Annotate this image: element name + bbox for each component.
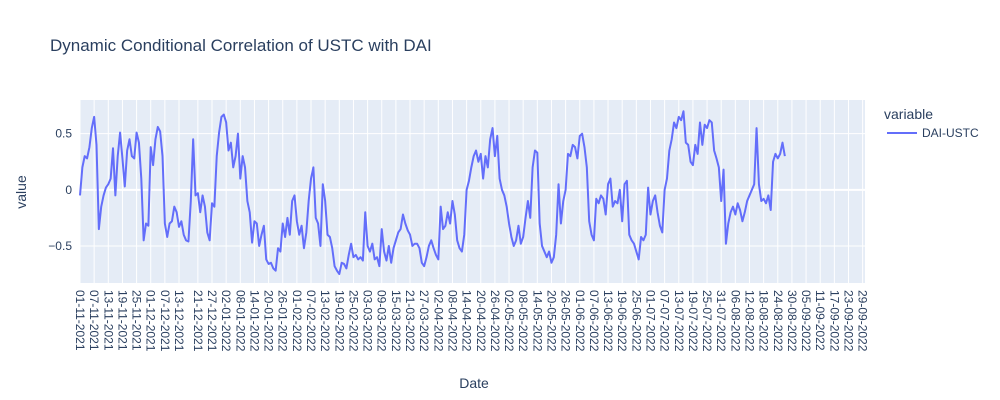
x-tick-label: 17-09-2022 [827, 290, 841, 352]
x-tick-label: 13-07-2022 [672, 290, 686, 352]
x-tick-label: 26-05-2022 [559, 290, 573, 352]
x-axis-title: Date [459, 375, 489, 391]
x-tick-label: 19-06-2022 [615, 290, 629, 352]
x-tick-label: 20-05-2022 [544, 290, 558, 352]
y-tick-labels: 0.5 0 −0.5 [48, 127, 72, 253]
y-tick-label: −0.5 [48, 239, 72, 253]
plot-area [80, 100, 865, 283]
x-tick-labels: 01-11-2021 07-11-2021 13-11-2021 19-11-2021… [73, 290, 870, 352]
x-tick-label: 06-08-2022 [728, 290, 742, 352]
x-tick-label: 18-08-2022 [757, 290, 771, 352]
x-tick-label: 03-03-2022 [361, 290, 375, 352]
x-tick-label: 14-05-2022 [530, 290, 544, 352]
x-tick-label: 25-11-2021 [130, 290, 144, 351]
x-tick-label: 12-08-2022 [742, 290, 756, 352]
x-tick-label: 05-09-2022 [799, 290, 813, 352]
x-tick-label: 01-02-2022 [290, 290, 304, 352]
x-tick-label: 14-04-2022 [460, 290, 474, 352]
x-tick-label: 11-09-2022 [813, 290, 827, 351]
x-tick-label: 13-11-2021 [101, 290, 115, 351]
x-tick-label: 19-07-2022 [686, 290, 700, 352]
x-tick-label: 09-03-2022 [375, 290, 389, 352]
x-tick-label: 01-07-2022 [643, 290, 657, 352]
x-tick-label: 01-12-2021 [144, 290, 158, 352]
x-tick-label: 25-06-2022 [629, 290, 643, 352]
x-tick-label: 21-12-2021 [191, 290, 205, 352]
series-line-dai-ustc[interactable] [79, 110, 786, 276]
legend-title: variable [884, 106, 933, 122]
x-tick-label: 31-07-2022 [714, 290, 728, 352]
x-tick-label: 24-08-2022 [771, 290, 785, 352]
x-tick-label: 27-03-2022 [417, 290, 431, 352]
x-tick-label: 15-03-2022 [389, 290, 403, 352]
x-tick-label: 30-08-2022 [785, 290, 799, 352]
x-tick-label: 26-04-2022 [488, 290, 502, 352]
x-tick-label: 14-01-2022 [247, 290, 261, 352]
x-tick-label: 25-02-2022 [346, 290, 360, 352]
x-tick-label: 27-12-2021 [205, 290, 219, 352]
x-tick-label: 19-02-2022 [332, 290, 346, 352]
legend[interactable]: variable DAI-USTC [884, 106, 979, 140]
grid-lines [79, 100, 865, 283]
x-tick-label: 08-04-2022 [445, 290, 459, 352]
series-layer [79, 110, 786, 276]
y-tick-label: 0.5 [55, 127, 72, 141]
x-tick-label: 01-06-2022 [573, 290, 587, 352]
legend-label-dai-ustc: DAI-USTC [922, 126, 979, 140]
x-tick-label: 13-06-2022 [601, 290, 615, 352]
x-tick-label: 08-01-2022 [233, 290, 247, 352]
x-tick-label: 01-11-2021 [73, 290, 87, 351]
x-tick-label: 19-11-2021 [115, 290, 129, 351]
x-tick-label: 26-01-2022 [276, 290, 290, 352]
x-tick-label: 20-01-2022 [262, 290, 276, 352]
x-tick-label: 07-12-2021 [158, 290, 172, 352]
x-tick-label: 07-11-2021 [87, 290, 101, 351]
x-tick-label: 02-01-2022 [219, 290, 233, 352]
y-axis-title: value [13, 175, 29, 209]
x-tick-label: 13-02-2022 [318, 290, 332, 352]
x-tick-label: 25-07-2022 [700, 290, 714, 352]
x-tick-label: 07-02-2022 [304, 290, 318, 352]
x-tick-label: 23-09-2022 [841, 290, 855, 352]
x-tick-label: 02-05-2022 [502, 290, 516, 352]
y-tick-label: 0 [65, 183, 72, 197]
x-tick-label: 08-05-2022 [516, 290, 530, 352]
x-tick-label: 07-06-2022 [587, 290, 601, 352]
x-tick-label: 21-03-2022 [403, 290, 417, 352]
x-tick-label: 02-04-2022 [431, 290, 445, 352]
x-tick-label: 07-07-2022 [658, 290, 672, 352]
chart-title: Dynamic Conditional Correlation of USTC … [50, 36, 432, 55]
x-tick-label: 20-04-2022 [474, 290, 488, 352]
x-tick-label: 13-12-2021 [172, 290, 186, 352]
x-tick-label: 29-09-2022 [856, 290, 870, 352]
